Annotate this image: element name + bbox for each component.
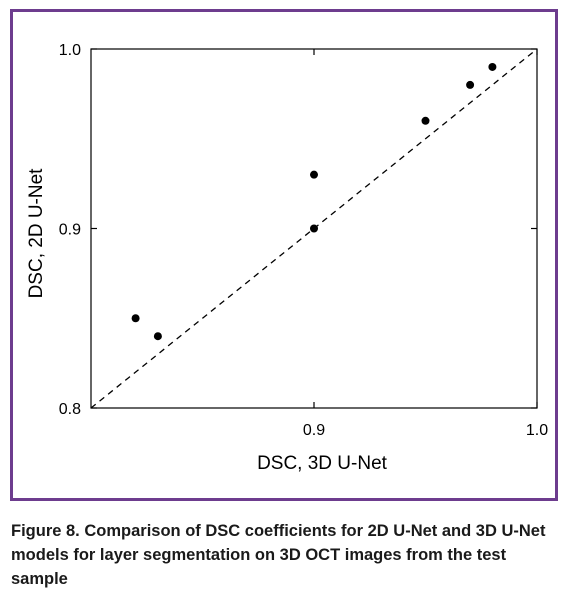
data-point — [466, 80, 475, 89]
figure-frame — [10, 9, 558, 501]
plot-axes — [90, 48, 538, 409]
data-point — [310, 170, 318, 179]
y-tick-label: 0.9 — [59, 222, 81, 239]
data-point — [131, 314, 140, 323]
tick-labels-group: 0.9 1.0 0.8 0.9 1.0 — [59, 42, 548, 439]
data-point — [310, 224, 318, 233]
x-tick-label: 0.9 — [303, 422, 325, 439]
y-tick-label: 0.8 — [59, 401, 81, 418]
figure-caption: Figure 8. Comparison of DSC coefficients… — [11, 522, 546, 588]
data-points-group — [131, 62, 497, 341]
data-point — [421, 116, 430, 125]
x-tick-label: 1.0 — [526, 422, 548, 439]
x-axis-title: DSC, 3D U-Net — [257, 453, 388, 474]
data-point — [488, 62, 497, 71]
scatter-chart: 0.9 1.0 0.8 0.9 1.0 DSC, 3D U-Net DSC, 2D U-… — [26, 42, 548, 474]
y-tick-label: 1.0 — [59, 42, 81, 59]
y-axis-title: DSC, 2D U-Net — [26, 168, 47, 299]
data-point — [153, 332, 162, 341]
